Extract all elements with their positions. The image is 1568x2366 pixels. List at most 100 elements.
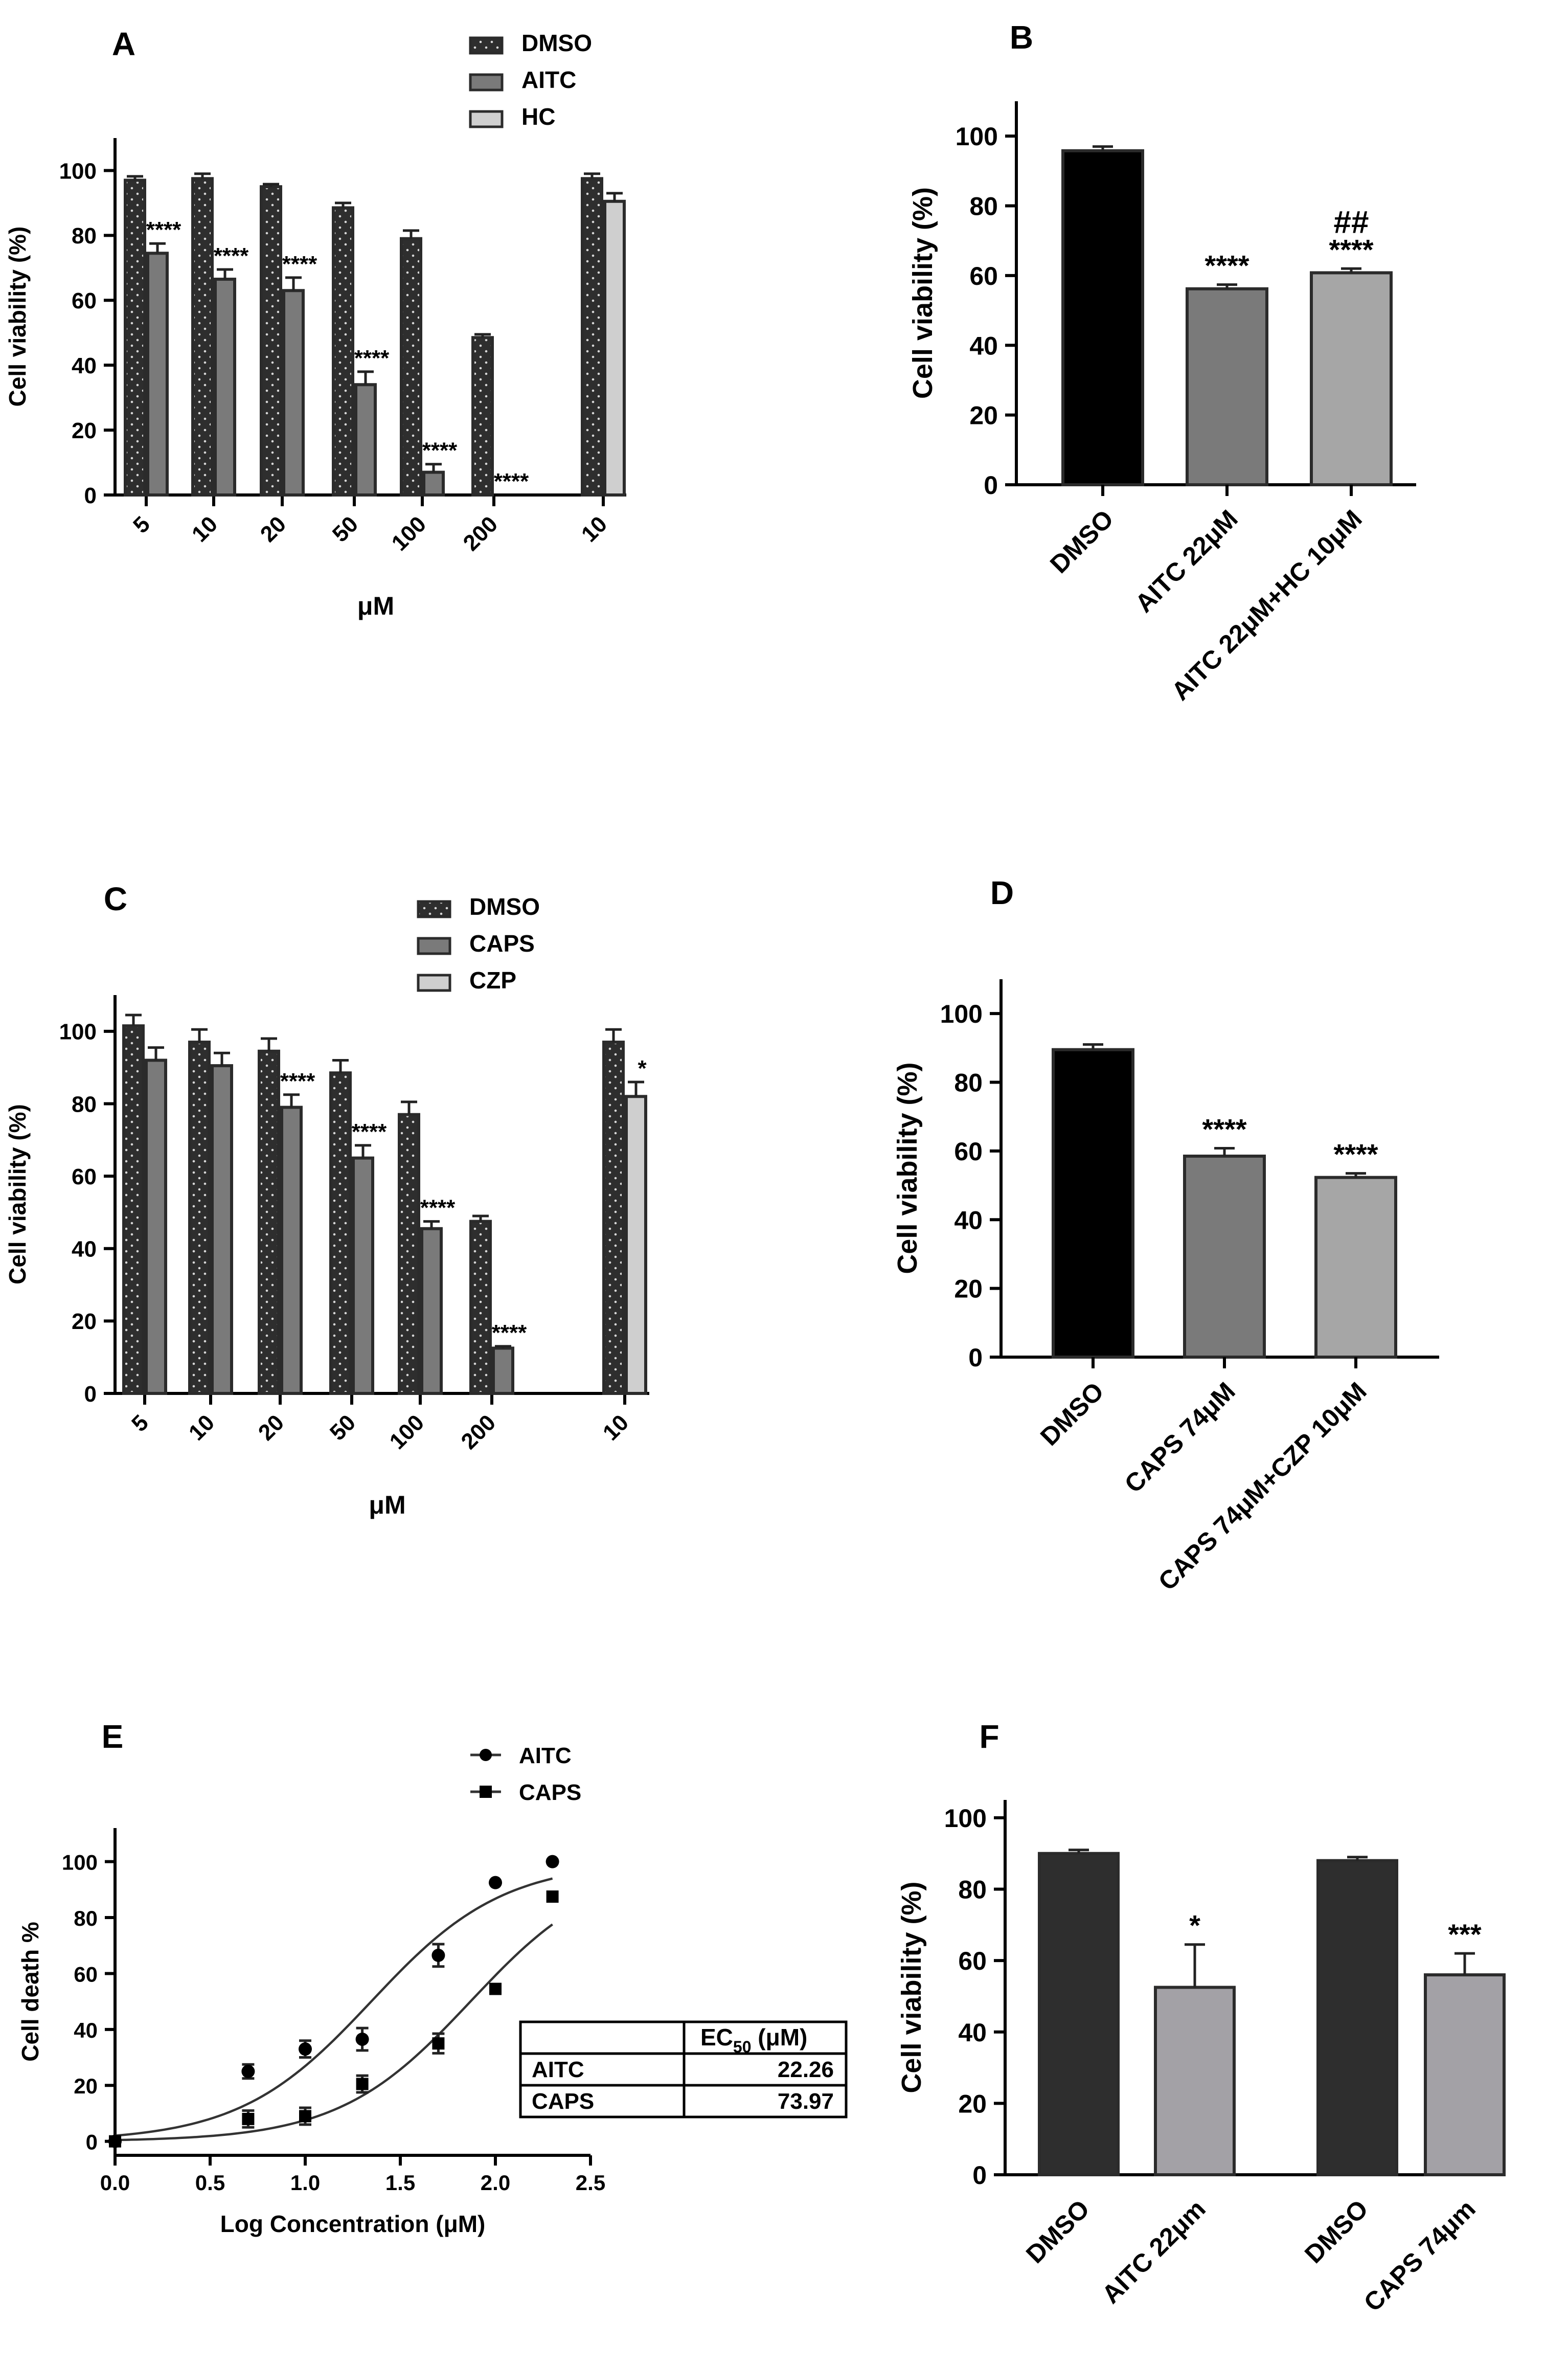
x-tick-label: DMSO: [1299, 2194, 1374, 2269]
x-tick-label: 2.0: [481, 2171, 510, 2195]
ec50-table-header: EC50 (μM): [700, 2024, 807, 2056]
bar-aitc: [214, 278, 236, 497]
y-tick-label: 60: [72, 1164, 97, 1189]
y-tick-label: 40: [954, 1206, 983, 1234]
fit-curve-aitc: [115, 1877, 553, 2137]
x-tick-label: 5: [128, 511, 155, 538]
bar-aitc: [422, 470, 445, 497]
bar: [1154, 1986, 1236, 2176]
bar-aitc: [354, 383, 377, 497]
bar: [1183, 1154, 1266, 1359]
significance-mark: ****: [422, 438, 458, 463]
y-tick-label: 40: [72, 353, 97, 378]
fit-curve-caps: [115, 1923, 553, 2142]
legend-caps-label: CAPS: [469, 930, 535, 957]
bar-caps: [492, 1346, 514, 1395]
y-tick-label: 80: [958, 1876, 987, 1904]
bar-dmso: [124, 178, 146, 497]
significance-mark: ****: [1205, 250, 1249, 282]
bar-dmso: [258, 1049, 280, 1395]
y-tick-label: 60: [954, 1137, 983, 1166]
bar: [1424, 1973, 1506, 2176]
bar: [1038, 1852, 1120, 2177]
x-tick-label: CAPS 74μm: [1358, 2194, 1481, 2317]
y-axis-title: Cell death %: [17, 1922, 43, 2062]
y-tick-label: 100: [956, 122, 998, 151]
bar-dmso: [400, 237, 422, 497]
point-caps: [356, 2078, 369, 2090]
x-tick-label: AITC 22μm: [1096, 2194, 1211, 2309]
y-tick-label: 20: [72, 418, 97, 443]
panel-letter-A: A: [112, 26, 135, 62]
point-caps: [109, 2135, 121, 2148]
significance-mark: ****: [492, 1320, 527, 1345]
significance-mark: *: [638, 1056, 647, 1081]
significance-mark: ****: [280, 1069, 315, 1094]
bar-dmso: [602, 1041, 625, 1395]
y-tick-label: 0: [968, 1343, 983, 1372]
significance-mark-hash: ##: [1334, 205, 1369, 240]
significance-mark: ***: [1448, 1918, 1482, 1950]
y-tick-label: 100: [944, 1804, 987, 1833]
legend-dmso-swatch: [417, 900, 451, 918]
legend-czp-label: CZP: [469, 967, 516, 994]
significance-mark: ****: [1329, 233, 1373, 265]
legend-aitc-label: AITC: [519, 1743, 572, 1768]
ec50-table-label: CAPS: [532, 2089, 594, 2114]
y-tick-label: 20: [72, 1309, 97, 1334]
significance-mark: ****: [146, 217, 181, 242]
bar-caps: [352, 1156, 374, 1395]
significance-mark: ****: [214, 243, 249, 268]
bar-caps: [211, 1064, 233, 1395]
bar: [1052, 1048, 1134, 1359]
bar-aitc: [282, 289, 305, 497]
y-axis-title: Cell viability (%): [896, 1881, 927, 2093]
x-tick-label: CAPS 74μM: [1119, 1377, 1241, 1498]
significance-mark: ****: [420, 1196, 456, 1221]
x-tick-label: 100: [385, 1410, 429, 1454]
y-axis-title: Cell viability (%): [4, 1104, 31, 1285]
bar: [1316, 1859, 1398, 2177]
y-axis-title: Cell viability (%): [892, 1062, 923, 1274]
point-aitc: [546, 1855, 559, 1868]
y-tick-label: 0: [984, 471, 998, 500]
y-tick-label: 0: [84, 483, 97, 508]
ec50-header-ec: EC: [700, 2024, 733, 2050]
legend-marker-aitc: [480, 1749, 492, 1761]
legend-caps-label: CAPS: [519, 1780, 581, 1805]
x-tick-label: 10: [187, 511, 222, 547]
point-aitc: [489, 1876, 502, 1889]
x-tick-label: 1.0: [290, 2171, 320, 2195]
x-tick-label: 200: [459, 511, 503, 556]
bar-dmso: [332, 206, 354, 497]
point-aitc: [299, 2042, 312, 2056]
bar-dmso: [329, 1071, 352, 1395]
x-tick-label: 10: [598, 1410, 633, 1445]
bar-dmso: [471, 336, 494, 497]
y-tick-label: 80: [954, 1069, 983, 1097]
x-tick-label: 2.5: [576, 2171, 605, 2195]
legend-dmso-swatch: [469, 36, 504, 55]
x-tick-label: 1.5: [385, 2171, 415, 2195]
point-caps: [299, 2110, 311, 2123]
bar: [1310, 271, 1393, 486]
point-caps: [546, 1890, 559, 1903]
ec50-header-subscript: 50: [733, 2038, 752, 2056]
y-tick-label: 100: [59, 159, 97, 184]
bar: [1186, 287, 1268, 486]
x-tick-label: 50: [325, 1410, 360, 1445]
x-tick-label: 10: [577, 511, 612, 547]
ec50-header-unit: (μM): [752, 2024, 808, 2050]
panel-letter-B: B: [1010, 19, 1033, 56]
legend-caps-swatch: [417, 937, 451, 955]
bar-dmso: [260, 185, 282, 497]
y-tick-label: 40: [958, 2018, 987, 2047]
y-tick-label: 40: [72, 1237, 97, 1262]
panel-letter-D: D: [990, 874, 1014, 911]
y-tick-label: 20: [958, 2089, 987, 2118]
legend-dmso-label: DMSO: [469, 893, 540, 920]
x-tick-label: AITC 22μM: [1129, 504, 1243, 618]
y-axis-title: Cell viability (%): [4, 227, 31, 407]
x-tick-label: CAPS 74μM+CZP 10μM: [1153, 1377, 1372, 1596]
